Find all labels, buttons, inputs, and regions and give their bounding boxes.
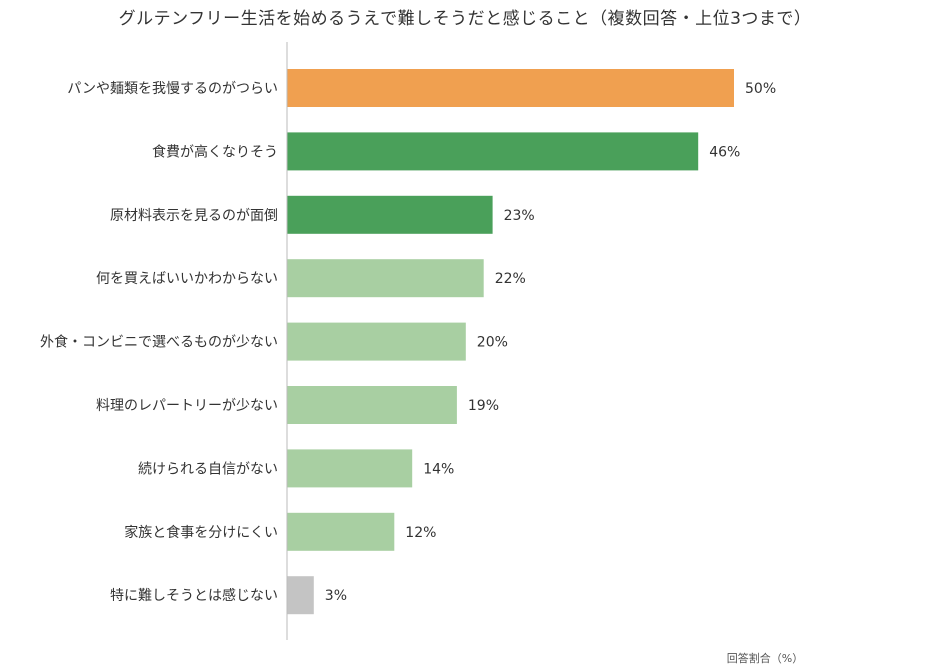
category-label: 料理のレパートリーが少ない — [96, 398, 278, 414]
bar — [287, 386, 457, 424]
bar — [287, 132, 699, 171]
data-label: 14% — [423, 461, 454, 477]
data-label: 22% — [495, 271, 526, 287]
category-label: 特に難しそうとは感じない — [110, 587, 278, 604]
bar — [287, 512, 395, 551]
bar — [287, 449, 413, 488]
data-label: 3% — [325, 588, 347, 604]
category-label: 原材料表示を見るのが面倒 — [110, 208, 278, 224]
bar — [287, 69, 734, 107]
data-label: 23% — [504, 208, 535, 224]
category-label: 外食・コンビニで選べるものが少ない — [40, 334, 278, 351]
data-label: 19% — [468, 398, 499, 414]
bar — [287, 195, 493, 234]
category-label: パンや麺類を我慢するのがつらい — [67, 80, 278, 97]
data-label: 20% — [477, 335, 508, 351]
chart-title: グルテンフリー生活を始めるうえで難しそうだと感じること（複数回答・上位3つまで） — [118, 9, 812, 29]
category-label: 何を買えばいいかわからない — [96, 271, 278, 287]
data-label: 12% — [405, 525, 436, 541]
data-label: 50% — [745, 81, 776, 97]
bar — [287, 322, 466, 361]
x-axis-label: 回答割合（%） — [727, 651, 803, 665]
category-label: 家族と食事を分けにくい — [124, 524, 278, 541]
data-label: 46% — [709, 144, 740, 160]
bar — [287, 576, 314, 615]
bar — [287, 259, 484, 298]
category-label: 続けられる自信がない — [138, 460, 278, 477]
category-label: 食費が高くなりそう — [152, 143, 278, 160]
